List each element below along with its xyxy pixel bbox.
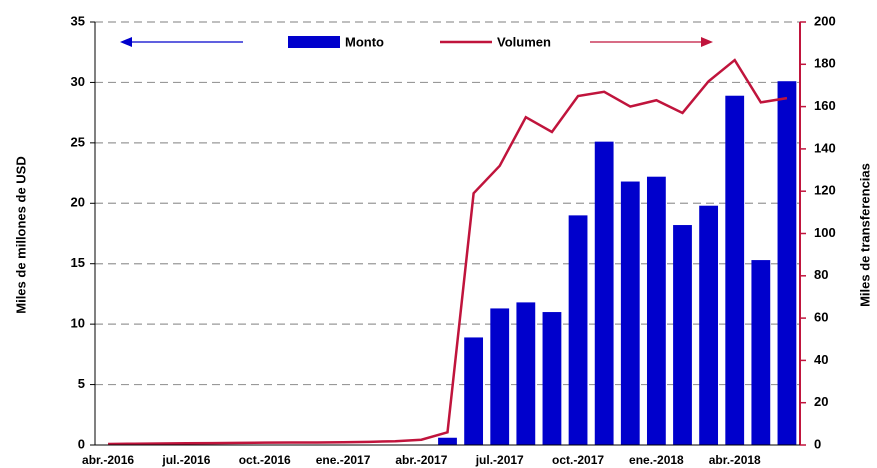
bar — [699, 205, 719, 445]
bar — [464, 337, 484, 445]
legend-label: Monto — [345, 34, 384, 49]
bar — [751, 260, 771, 445]
y-tick-label: 0 — [78, 436, 85, 451]
legend-swatch — [288, 36, 340, 48]
arrow-right-head — [701, 37, 713, 47]
y2-axis-label: Miles de transferencias — [857, 163, 872, 307]
y2-tick-label: 20 — [814, 394, 828, 409]
bar — [725, 95, 745, 446]
bar — [542, 312, 562, 445]
line — [108, 58, 788, 446]
x-tick-label: ene.-2017 — [316, 453, 371, 467]
bar — [490, 308, 510, 445]
x-tick-label: abr.-2018 — [709, 453, 761, 467]
y2-tick-label: 100 — [814, 225, 836, 240]
x-tick-label: jul.-2016 — [161, 453, 210, 467]
bar — [438, 437, 457, 445]
x-tick-label: abr.-2017 — [395, 453, 447, 467]
y2-tick-label: 200 — [814, 13, 836, 28]
bar — [673, 225, 692, 445]
x-tick-label: oct.-2016 — [239, 453, 291, 467]
y2-tick-label: 180 — [814, 56, 836, 71]
x-tick-label: ene.-2018 — [629, 453, 684, 467]
y2-tick-label: 140 — [814, 140, 836, 155]
x-tick-label: abr.-2016 — [82, 453, 134, 467]
y-tick-label: 20 — [71, 195, 85, 210]
y2-tick-label: 120 — [814, 183, 836, 198]
y2-tick-label: 60 — [814, 310, 828, 325]
y-tick-label: 25 — [71, 134, 85, 149]
y2-tick-label: 40 — [814, 352, 828, 367]
y-tick-label: 30 — [71, 74, 85, 89]
y-tick-label: 35 — [71, 13, 85, 28]
legend-arrows — [120, 37, 713, 47]
y-axis-label: Miles de millones de USD — [13, 156, 28, 314]
y2-tick-label: 80 — [814, 267, 828, 282]
x-tick-label: oct.-2017 — [552, 453, 604, 467]
bar — [568, 215, 588, 445]
bar — [646, 176, 666, 445]
x-tick-label: jul.-2017 — [475, 453, 524, 467]
y-tick-label: 10 — [71, 316, 85, 331]
y-tick-label: 5 — [78, 376, 85, 391]
bar — [620, 181, 640, 445]
y2-tick-label: 160 — [814, 98, 836, 113]
bar — [777, 81, 797, 445]
y2-tick-label: 0 — [814, 436, 821, 451]
bar — [516, 302, 536, 445]
bar — [594, 141, 614, 446]
y-tick-label: 15 — [71, 255, 85, 270]
arrow-left-head — [120, 37, 132, 47]
legend-label: Volumen — [497, 34, 551, 49]
